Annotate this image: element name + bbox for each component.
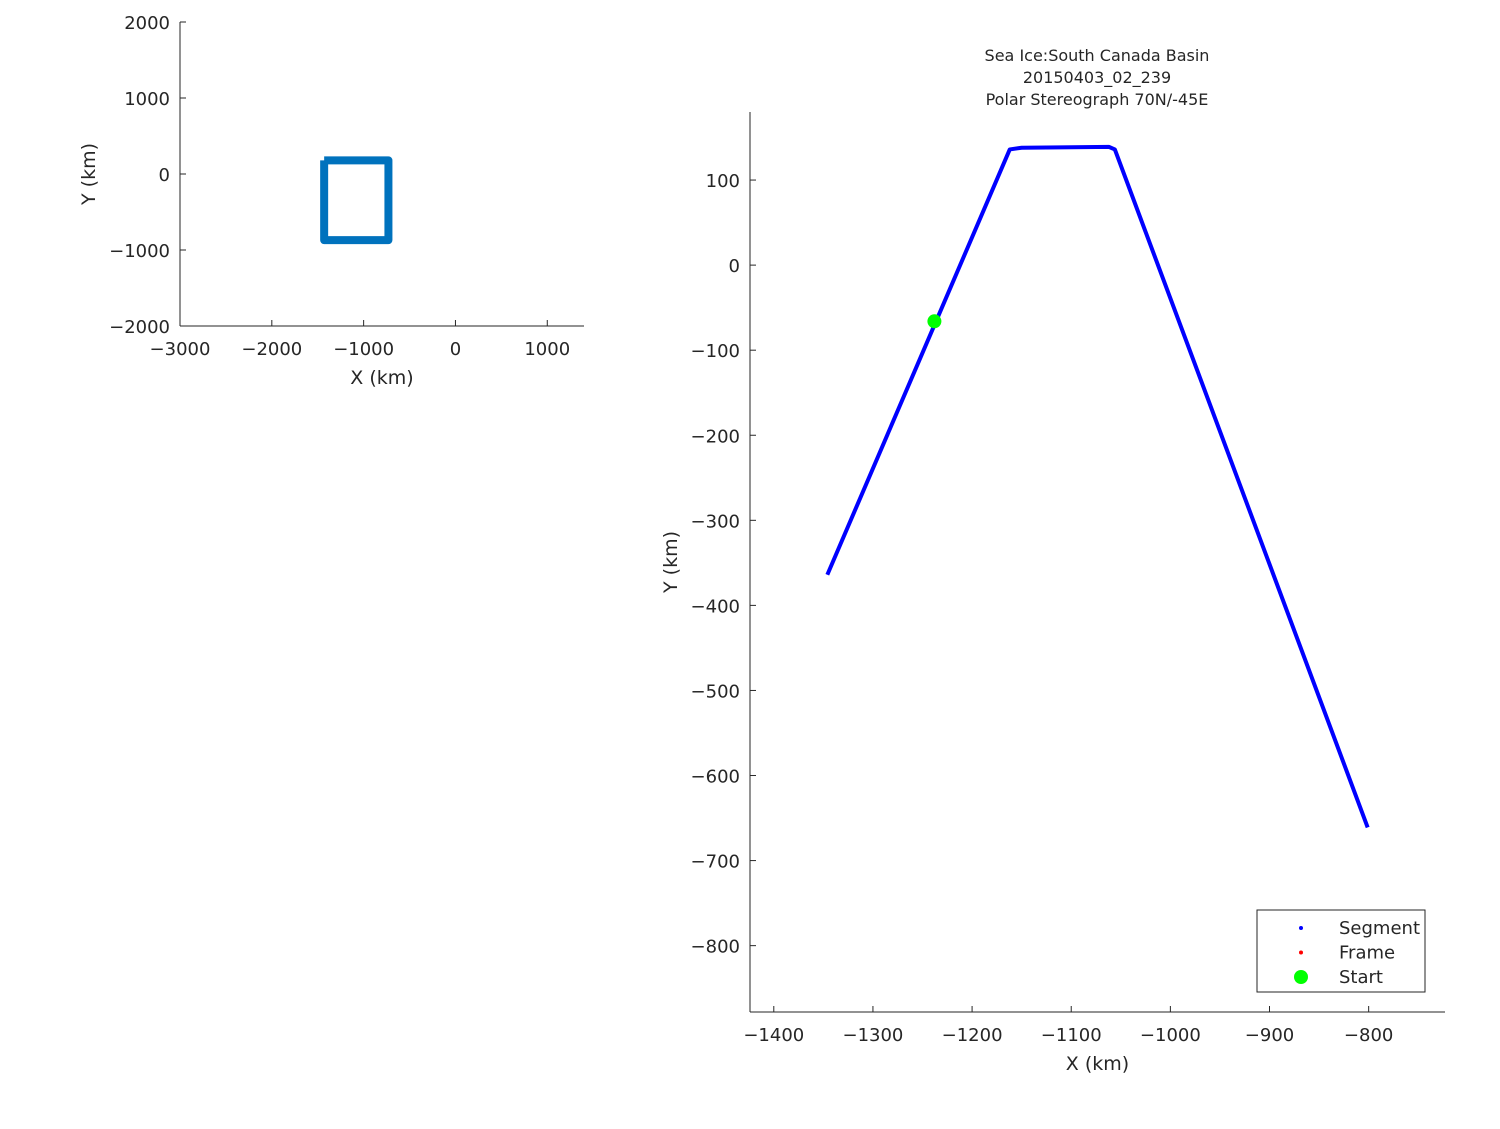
x-tick-label: 0 xyxy=(450,339,461,360)
x-tick-label: −1000 xyxy=(333,339,394,360)
chart-title-line: Sea Ice:South Canada Basin xyxy=(985,46,1210,65)
y-tick-label: −500 xyxy=(691,681,740,702)
legend-marker xyxy=(1299,926,1303,930)
y-tick-label: 100 xyxy=(706,171,740,192)
segment-line xyxy=(825,144,1370,829)
track-outline xyxy=(320,156,393,245)
x-tick-label: 1000 xyxy=(524,339,570,360)
legend-box xyxy=(1256,909,1426,993)
y-axis-label: Y (km) xyxy=(78,143,100,206)
y-tick-label: −800 xyxy=(691,937,740,958)
segment-axes: −1400 −1300 −1200 −1100 −1000 −900 −800−800−70… xyxy=(660,46,1445,1075)
x-tick-label: −2000 xyxy=(241,339,302,360)
x-tick-label: −900 xyxy=(1245,1025,1294,1046)
y-tick-label: −400 xyxy=(691,596,740,617)
x-tick-label: −1100 xyxy=(1041,1025,1102,1046)
x-tick-label: −1200 xyxy=(942,1025,1003,1046)
legend-item-frame: Frame xyxy=(1299,943,1395,964)
x-tick-label: −1400 xyxy=(743,1025,804,1046)
y-tick-label: 1000 xyxy=(124,89,170,110)
y-tick-label: −1000 xyxy=(109,241,170,262)
x-tick-label: −3000 xyxy=(150,339,211,360)
legend-label: Frame xyxy=(1339,943,1395,964)
y-tick-label: 2000 xyxy=(124,13,170,34)
legend-label: Segment xyxy=(1339,918,1420,939)
y-tick-label: −2000 xyxy=(109,317,170,338)
legend-marker xyxy=(1294,970,1308,984)
overview-axes: −3000 −2000 −1000 0 1000−2000−1000010002000X… xyxy=(78,13,584,389)
y-tick-label: 0 xyxy=(729,256,740,277)
x-axis-label: X (km) xyxy=(1066,1053,1129,1075)
y-tick-label: −600 xyxy=(691,767,740,788)
legend-item-start: Start xyxy=(1294,967,1383,988)
chart-title-line: 20150403_02_239 xyxy=(1023,68,1171,88)
x-tick-label: −1300 xyxy=(842,1025,903,1046)
y-tick-label: −200 xyxy=(691,426,740,447)
x-tick-label: −800 xyxy=(1344,1025,1393,1046)
legend-label: Start xyxy=(1339,967,1383,988)
y-axis-label: Y (km) xyxy=(660,531,682,594)
x-axis-label: X (km) xyxy=(350,367,413,389)
y-tick-label: −700 xyxy=(691,852,740,873)
y-tick-label: 0 xyxy=(159,165,170,186)
start-marker xyxy=(927,314,942,329)
legend-marker xyxy=(1299,950,1303,955)
legend: Segment Frame Start xyxy=(1256,909,1426,993)
x-tick-label: −1000 xyxy=(1140,1025,1201,1046)
y-tick-label: −100 xyxy=(691,341,740,362)
y-tick-label: −300 xyxy=(691,511,740,532)
legend-item-segment: Segment xyxy=(1299,918,1420,939)
chart-title-line: Polar Stereograph 70N/-45E xyxy=(986,90,1209,109)
